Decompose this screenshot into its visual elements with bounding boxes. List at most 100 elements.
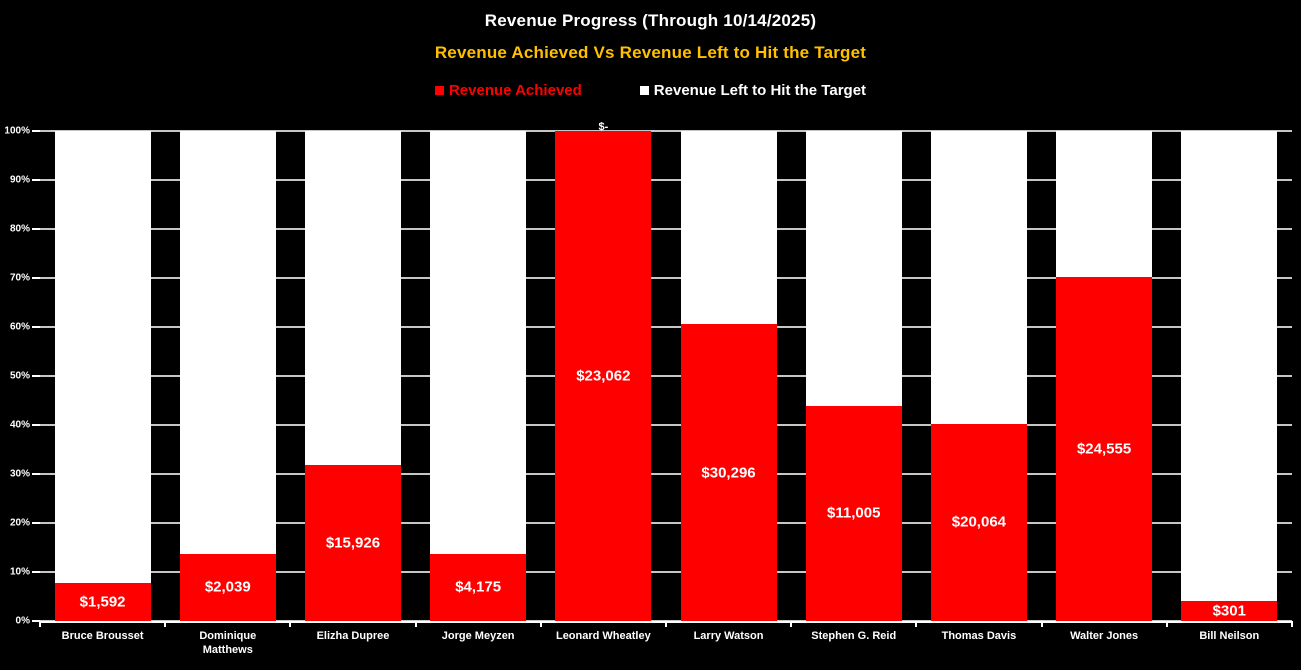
stacked-bar: $1,592: [54, 131, 151, 621]
stacked-bar: $2,039: [179, 131, 276, 621]
legend-swatch-achieved-icon: [434, 86, 444, 95]
value-label: $11,005: [827, 504, 881, 522]
y-axis-label: 100%: [4, 125, 30, 137]
revenue-achieved-segment: $2,039: [179, 553, 276, 621]
x-axis-label: Elizha Dupree: [290, 629, 415, 657]
x-axis-label: Bill Neilson: [1167, 629, 1292, 657]
gridline: [40, 571, 1292, 573]
revenue-achieved-segment: $30,296: [680, 324, 777, 621]
gridline: [40, 228, 1292, 230]
x-axis-label: Thomas Davis: [916, 629, 1041, 657]
stacked-bar: $30,296: [680, 131, 777, 621]
gridline: [40, 277, 1292, 279]
x-axis-tick: [1040, 621, 1043, 627]
x-axis-label-text: Walter Jones: [1070, 630, 1139, 642]
x-axis-label: Jorge Meyzen: [416, 629, 541, 657]
bar-column: $301: [1167, 131, 1292, 621]
stacked-bar: $24,555: [1056, 131, 1153, 621]
revenue-achieved-segment: $1,592: [54, 582, 151, 621]
x-axis-label: Dominique Matthews: [165, 629, 290, 657]
y-axis-tick: [32, 130, 40, 132]
y-axis-tick: [32, 326, 40, 328]
y-axis-tick: [32, 571, 40, 573]
chart-title: Revenue Progress (Through 10/14/2025): [484, 11, 817, 30]
bar-column: $4,175: [416, 131, 541, 621]
x-axis-label-text: Thomas Davis: [941, 630, 1017, 642]
bar-column: $20,064: [916, 131, 1041, 621]
stacked-bar: $11,005: [805, 131, 902, 621]
revenue-achieved-segment: $23,062: [555, 131, 652, 621]
x-axis-tick: [539, 621, 542, 627]
y-axis-tick: [32, 375, 40, 377]
y-axis-label: 50%: [9, 370, 30, 382]
value-label: $1,592: [79, 593, 126, 611]
bar-column: $11,005: [791, 131, 916, 621]
value-label: $4,175: [455, 578, 502, 596]
chart-subtitle: Revenue Achieved Vs Revenue Left to Hit …: [434, 43, 867, 62]
value-label: $30,296: [701, 464, 756, 482]
y-axis-tick: [32, 620, 40, 622]
gridline: [40, 130, 1292, 132]
revenue-achieved-segment: $301: [1181, 600, 1278, 621]
gridline: [40, 326, 1292, 328]
y-axis-label: 30%: [9, 468, 30, 480]
stacked-bar: $15,926: [304, 131, 401, 621]
legend-item-revenue-achieved: Revenue Achieved: [434, 82, 582, 99]
x-axis-label-text: Dominique Matthews: [199, 630, 257, 656]
stacked-bar: $301: [1181, 131, 1278, 621]
x-axis-label-text: Bruce Brousset: [61, 630, 144, 642]
y-axis-label: 0%: [15, 615, 30, 627]
x-axis-tick: [164, 621, 167, 627]
value-label: $15,926: [325, 534, 381, 552]
revenue-achieved-segment: $15,926: [304, 465, 401, 621]
revenue-left-label: $-: [598, 121, 609, 133]
x-axis-label-text: Jorge Meyzen: [441, 630, 515, 642]
revenue-achieved-segment: $20,064: [930, 423, 1027, 621]
x-axis-tick: [915, 621, 918, 627]
y-axis-tick: [32, 228, 40, 230]
x-axis-label: Bruce Brousset: [40, 629, 165, 657]
revenue-achieved-segment: $4,175: [430, 553, 527, 621]
x-axis-tick: [39, 621, 41, 627]
x-axis-label: Leonard Wheatley: [541, 629, 666, 657]
y-axis-tick: [32, 473, 40, 475]
value-label: $23,062: [576, 367, 631, 385]
x-axis-tick: [1291, 621, 1293, 627]
y-axis-tick: [32, 179, 40, 181]
gridline: [40, 473, 1292, 475]
x-axis-label-text: Elizha Dupree: [316, 630, 390, 642]
y-axis-tick: [32, 424, 40, 426]
revenue-achieved-segment: $24,555: [1056, 277, 1153, 621]
bar-column: $23,062 $-: [541, 121, 666, 621]
gridline: [40, 424, 1292, 426]
legend-label-achieved: Revenue Achieved: [448, 82, 582, 99]
legend-label-left: Revenue Left to Hit the Target: [653, 82, 867, 99]
stacked-bar: $4,175: [430, 131, 527, 621]
gridline: [40, 179, 1292, 181]
legend-swatch-left-icon: [639, 86, 649, 95]
y-axis-tick: [32, 277, 40, 279]
y-axis-label: 70%: [9, 272, 30, 284]
bars-container: $1,592 $2,039 $15,926 $4,175 $23,062 $- $30,29…: [40, 121, 1292, 621]
x-axis-tick: [790, 621, 793, 627]
y-axis-tick: [32, 522, 40, 524]
bar-column: $15,926: [290, 131, 415, 621]
gridline: [40, 375, 1292, 377]
y-axis-label: 10%: [9, 566, 30, 578]
x-axis-labels: Bruce Brousset Dominique Matthews Elizha D…: [40, 629, 1292, 657]
plot-area: $1,592 $2,039 $15,926 $4,175 $23,062 $- $30,29…: [4, 121, 1293, 627]
x-axis-label: Stephen G. Reid: [791, 629, 916, 657]
gridline: [40, 522, 1292, 524]
x-axis-label-text: Leonard Wheatley: [555, 630, 651, 642]
value-label: $24,555: [1076, 440, 1132, 458]
value-label: $2,039: [204, 578, 251, 596]
bar-column: $30,296: [666, 131, 791, 621]
value-label: $20,064: [951, 513, 1007, 531]
y-axis-label: 90%: [9, 174, 30, 186]
y-axis-label: 80%: [9, 223, 30, 235]
stacked-bar: $23,062 $-: [555, 121, 652, 621]
x-axis-tick: [289, 621, 292, 627]
revenue-achieved-segment: $11,005: [805, 405, 902, 621]
x-axis-label-text: Bill Neilson: [1199, 630, 1260, 642]
